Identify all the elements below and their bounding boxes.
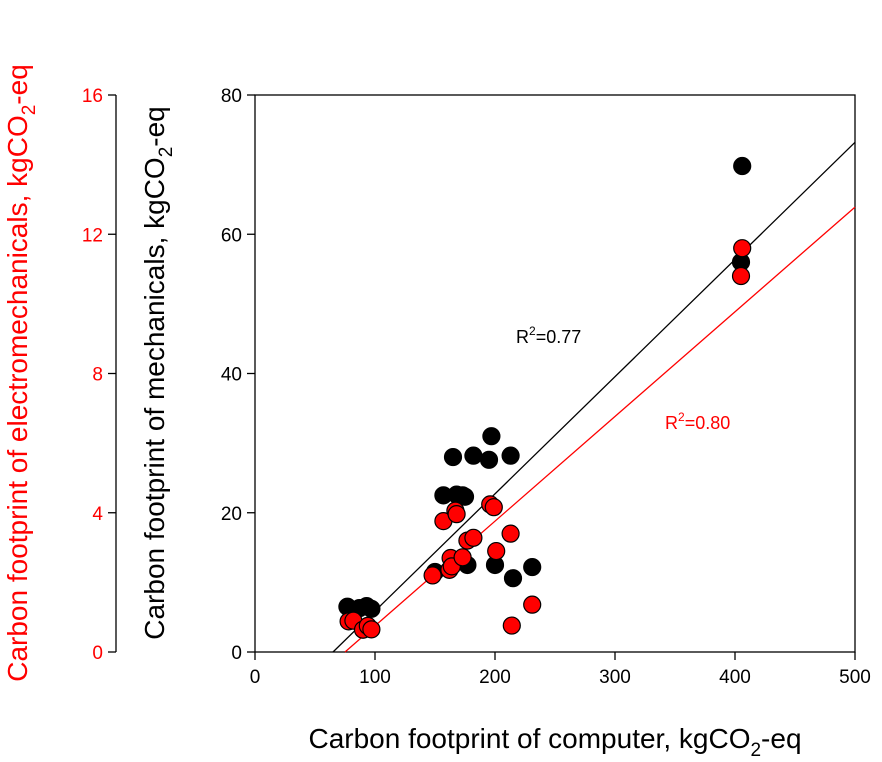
y-mechanicals-tick-label: 0 [231, 643, 242, 664]
y-mechanicals-tick-label: 60 [221, 225, 242, 246]
electromechanicals-point [484, 498, 503, 517]
electromechanicals-point [423, 566, 442, 585]
mechanicals-point [464, 446, 483, 465]
electromechanicals-point [362, 620, 381, 639]
y-electromechanicals-tick-label: 16 [82, 86, 103, 107]
mechanicals-point [523, 557, 542, 577]
mechanicals-point [733, 156, 752, 176]
y-electromechanicals-tick-label: 0 [92, 643, 103, 664]
electromechanicals-point [487, 541, 506, 561]
electromechanicals-point [501, 524, 520, 543]
r2-mechanicals-label: R2=0.77 [516, 324, 581, 347]
electromechanicals-point [733, 239, 752, 258]
x-tick-label: 400 [719, 667, 751, 688]
electromechanicals-fit [344, 206, 856, 653]
y-electromechanicals-tick-label: 4 [92, 504, 103, 525]
y-mechanicals-tick-label: 40 [221, 365, 242, 386]
fit-lines [332, 141, 856, 653]
mechanicals-point [503, 569, 523, 588]
y-electromechanicals-tick-label: 12 [82, 225, 103, 246]
plot-frame [254, 94, 856, 653]
mechanicals-fit [332, 141, 856, 653]
data-points [338, 156, 752, 639]
electromechanicals-point [464, 528, 483, 547]
y-electromechanicals-axis-title: Carbon footprint of electromechanicals, … [2, 64, 40, 682]
electromechanicals-point [453, 548, 472, 567]
mechanicals-point [362, 599, 381, 618]
y-mechanicals-tick-label: 20 [221, 504, 242, 525]
y-mechanicals-tick-label: 80 [221, 86, 242, 107]
electromechanicals-point [731, 266, 751, 286]
y-mechanicals-axis-title: Carbon footprint of mechanicals, kgCO2-e… [139, 106, 177, 640]
mechanicals-point [482, 427, 501, 446]
mechanicals-point [443, 447, 463, 467]
electromechanicals-point [447, 505, 466, 524]
x-tick-label: 300 [599, 667, 631, 688]
mechanicals-point [455, 487, 475, 506]
x-tick-label: 0 [250, 667, 261, 688]
y-electromechanicals-ticks: 0 4 8 12 16 [82, 86, 116, 664]
x-tick-label: 200 [479, 667, 511, 688]
mechanicals-point [479, 450, 499, 469]
electromechanicals-point [523, 595, 542, 614]
y-mechanicals-ticks: 0 20 40 60 80 [221, 86, 255, 664]
x-tick-label: 100 [359, 667, 391, 688]
r2-electromechanicals-label: R2=0.80 [665, 410, 730, 433]
electromechanicals-point [502, 616, 521, 635]
x-ticks: 0 100 200 300 400 500 [250, 652, 871, 688]
x-tick-label: 500 [839, 667, 871, 688]
mechanicals-point [501, 446, 520, 465]
y-electromechanicals-tick-label: 8 [92, 365, 103, 386]
x-axis-title: Carbon footprint of computer, kgCO2-eq [308, 723, 801, 761]
